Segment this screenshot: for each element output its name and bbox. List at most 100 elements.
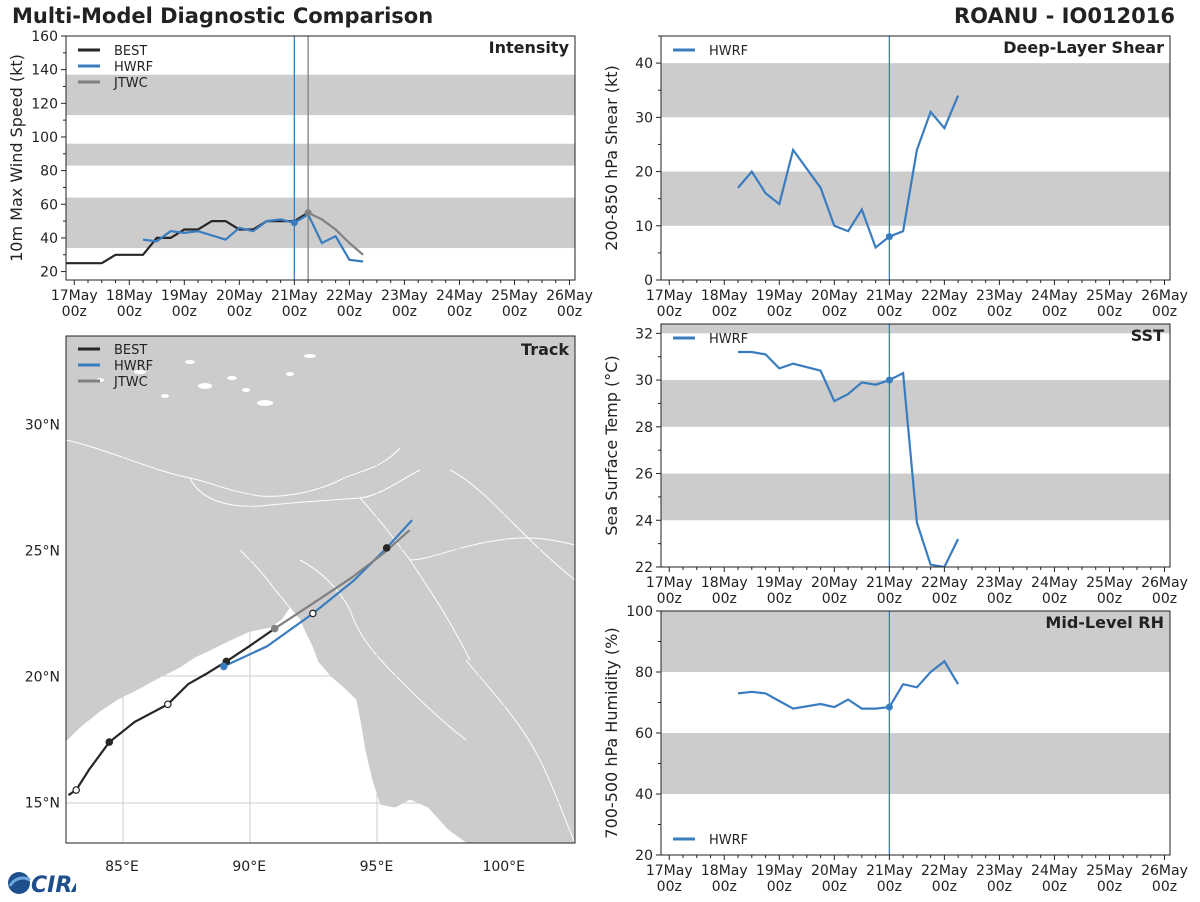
intensity-frame [65, 35, 576, 281]
intensity-xtick-hour: 00z [557, 304, 582, 320]
intensity-xtick-day: 26May [546, 288, 593, 304]
shear-xtick-hour: 00z [767, 304, 792, 320]
intensity-marker-hwrf [290, 219, 298, 227]
rh-ytick-label: 20 [635, 848, 653, 864]
sst-xtick-hour: 00z [1097, 591, 1122, 607]
intensity-xtick-day: 22May [326, 288, 373, 304]
sst-xtick-day: 23May [976, 575, 1023, 591]
rh-xtick-day: 18May [701, 863, 748, 879]
rh-xtick-day: 22May [921, 863, 968, 879]
intensity-xtick-hour: 00z [337, 304, 362, 320]
shear-xtick-hour: 00z [877, 304, 902, 320]
intensity-ytick-label: 40 [40, 231, 58, 247]
sst-xtick-day: 17May [646, 575, 693, 591]
intensity-xtick-day: 20May [216, 288, 263, 304]
track-lat-label: 15°N [25, 796, 60, 812]
sst-xtick-day: 26May [1141, 575, 1188, 591]
shear-band [661, 171, 1170, 226]
track-lon-label: 95°E [360, 859, 394, 875]
shear-ytick-label: 10 [635, 219, 653, 235]
rh-xtick-day: 23May [976, 863, 1023, 879]
sst-background [661, 324, 1170, 567]
rh-xtick-day: 26May [1141, 863, 1188, 879]
sst-xtick-day: 21May [866, 575, 913, 591]
intensity-title: Intensity [489, 38, 570, 57]
shear-ytick-label: 30 [635, 110, 653, 126]
intensity-xtick-day: 17May [51, 288, 98, 304]
cira-logo: CIRA [4, 868, 89, 898]
track-legend-label-best: BEST [114, 343, 147, 358]
shear-xtick-hour: 00z [1097, 304, 1122, 320]
track-series-hwrf [223, 519, 413, 668]
intensity-band [66, 74, 575, 116]
sst-title: SST [1131, 326, 1164, 345]
sst-xtick-day: 25May [1086, 575, 1133, 591]
intensity-xtick-day: 19May [161, 288, 208, 304]
track-frame [65, 335, 576, 844]
sst-xtick-hour: 00z [712, 591, 737, 607]
figure-title: Multi-Model Diagnostic Comparison [12, 4, 434, 28]
track-plot [67, 519, 413, 797]
track-marker-best [105, 738, 114, 746]
rh-xtick-day: 21May [866, 863, 913, 879]
intensity-xtick-hour: 00z [62, 304, 87, 320]
rh-xtick-hour: 00z [1152, 879, 1177, 895]
shear-xtick-day: 20May [811, 288, 858, 304]
sst-marker-hwrf [885, 376, 893, 384]
sst-legend-label-hwrf: HWRF [709, 332, 748, 347]
shear-xtick-day: 24May [1031, 288, 1078, 304]
track-lon-label: 85°E [105, 859, 139, 875]
sst-xtick-day: 18May [701, 575, 748, 591]
shear-xtick-day: 25May [1086, 288, 1133, 304]
rh-xtick-hour: 00z [712, 879, 737, 895]
intensity-ylabel: 10m Max Wind Speed (kt) [7, 54, 26, 262]
intensity-xtick-day: 24May [436, 288, 483, 304]
sst-xtick-hour: 00z [1042, 591, 1067, 607]
track-marker-best [309, 609, 317, 618]
intensity-xtick-day: 25May [491, 288, 538, 304]
shear-xtick-day: 18May [701, 288, 748, 304]
track-map [66, 336, 575, 843]
sst-band [661, 324, 1170, 334]
rh-ytick-label: 100 [626, 604, 653, 620]
sst-ytick-label: 28 [635, 420, 653, 436]
intensity-legend-label-jtwc: JTWC [113, 76, 148, 91]
track-title: Track [521, 340, 569, 359]
track-axes: 85°E 90°E 95°E 100°E 15°N 20°N 25°N 30°N Track BE… [25, 340, 570, 875]
rh-xtick-day: 25May [1086, 863, 1133, 879]
shear-xtick-hour: 00z [987, 304, 1012, 320]
rh-ytick-label: 80 [635, 665, 653, 681]
intensity-xtick-day: 18May [106, 288, 153, 304]
rh-xtick-day: 20May [811, 863, 858, 879]
shear-xtick-day: 22May [921, 288, 968, 304]
track-lon-label: 100°E [482, 859, 525, 875]
sst-ytick-label: 22 [635, 560, 653, 576]
map-grid [66, 336, 575, 843]
shear-frame [660, 35, 1171, 281]
track-series-jtwc [274, 529, 411, 630]
shear-xtick-hour: 00z [1042, 304, 1067, 320]
sst-ytick-label: 30 [635, 373, 653, 389]
shear-xtick-day: 21May [866, 288, 913, 304]
shear-xtick-hour: 00z [1152, 304, 1177, 320]
shear-panel: 01020304017May00z18May00z19May00z20May00… [602, 35, 1188, 320]
shear-xtick-hour: 00z [657, 304, 682, 320]
sst-band [661, 380, 1170, 427]
intensity-xtick-day: 21May [271, 288, 318, 304]
track-legend-label-jtwc: JTWC [113, 375, 148, 390]
rh-xtick-hour: 00z [657, 879, 682, 895]
intensity-series-jtwc [307, 211, 364, 256]
shear-series-hwrf [737, 95, 960, 250]
intensity-ytick-label: 20 [40, 265, 58, 281]
rh-xtick-day: 24May [1031, 863, 1078, 879]
intensity-xtick-hour: 00z [502, 304, 527, 320]
intensity-legend-label-best: BEST [114, 44, 147, 59]
rh-ytick-label: 60 [635, 726, 653, 742]
shear-title: Deep-Layer Shear [1003, 38, 1164, 57]
sst-series-hwrf [738, 350, 960, 567]
intensity-marker-jtwc [304, 209, 312, 217]
shear-xtick-hour: 00z [822, 304, 847, 320]
rh-xtick-hour: 00z [932, 879, 957, 895]
rh-xtick-day: 19May [756, 863, 803, 879]
